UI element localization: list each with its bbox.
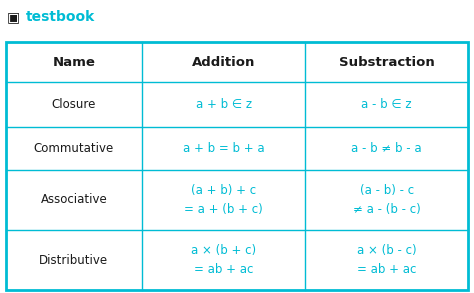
Text: ▣: ▣ <box>7 10 20 24</box>
Text: (a - b) - c
≠ a - (b - c): (a - b) - c ≠ a - (b - c) <box>353 184 420 216</box>
Text: (a + b) + c
= a + (b + c): (a + b) + c = a + (b + c) <box>184 184 263 216</box>
Text: a + b ∈ z: a + b ∈ z <box>195 98 252 111</box>
Text: Distributive: Distributive <box>39 253 109 267</box>
Text: Closure: Closure <box>52 98 96 111</box>
Text: Substraction: Substraction <box>339 56 435 69</box>
Text: Addition: Addition <box>192 56 255 69</box>
Text: a × (b + c)
= ab + ac: a × (b + c) = ab + ac <box>191 244 256 276</box>
Text: a - b ≠ b - a: a - b ≠ b - a <box>351 142 422 155</box>
Text: Commutative: Commutative <box>34 142 114 155</box>
Text: Associative: Associative <box>41 193 107 207</box>
Bar <box>6 42 468 290</box>
Text: testbook: testbook <box>26 10 95 24</box>
Text: Name: Name <box>53 56 95 69</box>
Text: a + b = b + a: a + b = b + a <box>183 142 264 155</box>
Text: a - b ∈ z: a - b ∈ z <box>361 98 412 111</box>
Text: a × (b - c)
= ab + ac: a × (b - c) = ab + ac <box>357 244 417 276</box>
